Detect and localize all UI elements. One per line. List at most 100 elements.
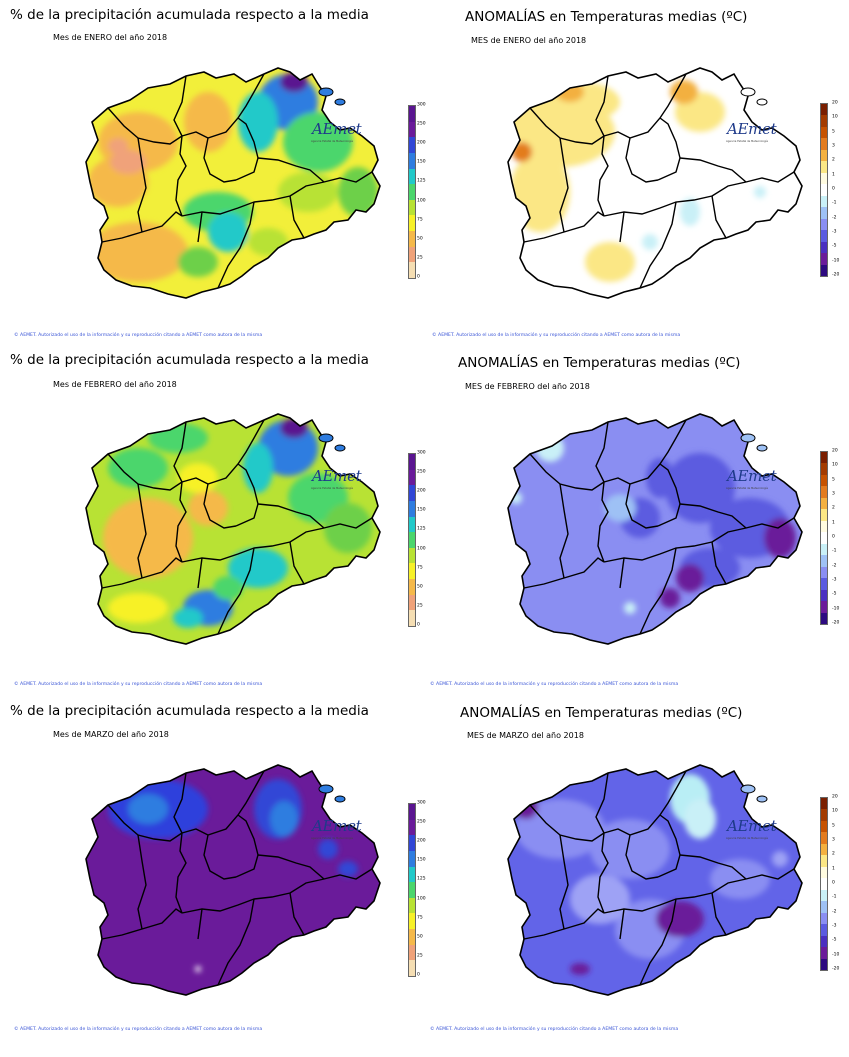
colorbar-tick-label: 50	[417, 236, 423, 242]
colorbar-segment	[821, 889, 827, 902]
map-color-patch	[108, 593, 168, 623]
colorbar-segment	[409, 960, 415, 977]
province-border	[197, 211, 203, 243]
map-svg	[507, 764, 803, 996]
colorbar-segment	[409, 547, 415, 564]
colorbar-segment	[821, 612, 827, 625]
colorbar-ticks: 300 250 200 150 125 100 75 50 25 0	[417, 103, 437, 280]
province-border	[203, 834, 237, 880]
panel-precip-marzo: % de la precipitación acumulada respecto…	[0, 700, 426, 1045]
province-border	[203, 483, 237, 529]
map-color-patch	[772, 851, 788, 867]
province-border	[101, 211, 183, 243]
colorbar-segment	[821, 474, 827, 487]
colorbar-tick-label: 0	[417, 622, 420, 628]
province-border	[603, 419, 687, 485]
colorbar-tick-label: -3	[832, 577, 837, 583]
province-border	[603, 770, 687, 836]
colorbar-tick-label: 150	[417, 857, 426, 863]
map-color-patch	[184, 92, 232, 152]
province-border	[235, 463, 259, 527]
panel-title: ANOMALÍAS en Temperaturas medias (ºC)	[465, 9, 748, 25]
map-color-patch	[338, 167, 378, 217]
map-color-patch	[110, 150, 146, 174]
colorbar-segment	[821, 947, 827, 959]
colorbar-tick-label: -1	[832, 894, 837, 900]
enclave-shape	[740, 433, 756, 443]
province-border	[619, 557, 625, 589]
panel-subtitle: Mes de ENERO del año 2018	[53, 33, 168, 42]
colorbar-tick-label: 150	[417, 159, 426, 165]
colorbar-tick-label: 50	[417, 934, 423, 940]
colorbar-tick-label: 0	[832, 186, 835, 192]
colorbar-tick-label: 25	[417, 603, 423, 609]
province-border	[619, 211, 625, 243]
map-color-patch	[556, 82, 584, 102]
colorbar-segment	[821, 555, 827, 567]
colorbar-tick-label: -1	[832, 200, 837, 206]
province-border	[625, 137, 659, 183]
province-border	[559, 483, 569, 579]
province-border	[639, 201, 677, 289]
panel-footer: © AEMET. Autorizado el uso de la informa…	[432, 333, 681, 338]
colorbar-segment	[409, 184, 415, 200]
province-border	[595, 772, 609, 834]
province-border	[235, 117, 259, 181]
province-border	[597, 135, 609, 217]
colorbar-segment	[821, 241, 827, 254]
enclave-shape	[740, 784, 756, 794]
colorbar-segment	[821, 935, 827, 948]
colorbar-tick-label: 20	[832, 448, 838, 454]
map-color-patch	[178, 247, 218, 277]
province-border	[137, 137, 147, 233]
province-border	[257, 854, 325, 880]
aemet-logo: AEmet Agencia Estatal de Meteorología	[722, 120, 782, 146]
map-color-patch	[278, 172, 338, 212]
colorbar-segment	[821, 161, 827, 173]
colorbar-segment	[409, 168, 415, 185]
map-color-patch	[764, 518, 796, 558]
province-border	[107, 453, 183, 491]
colorbar-tick-label: 300	[417, 800, 426, 806]
colorbar-tick-label: 0	[832, 880, 835, 886]
map-color-patch	[512, 142, 532, 162]
colorbar	[408, 105, 416, 279]
colorbar-tick-label: 100	[417, 198, 426, 204]
province-border	[657, 117, 681, 181]
map-color-patch	[585, 242, 635, 282]
colorbar-tick-label: -3	[832, 229, 837, 235]
province-border	[523, 557, 605, 589]
map-color-patch	[680, 198, 700, 226]
map-color-patch	[103, 498, 193, 578]
aemet-logo-text: AEmet	[312, 467, 362, 485]
map-fill	[86, 765, 380, 995]
aemet-logo-text: AEmet	[312, 817, 362, 835]
enclave-shape	[318, 433, 334, 443]
colorbar-segment	[409, 231, 415, 247]
aemet-logo-text: AEmet	[727, 467, 777, 485]
map-color-patch	[604, 494, 636, 522]
enclave-shape	[756, 98, 768, 106]
colorbar-segment	[409, 106, 415, 122]
map-color-patch	[590, 819, 670, 879]
colorbar-tick-label: 5	[832, 823, 835, 829]
colorbar-tick-label: 2	[832, 157, 835, 163]
colorbar-segment	[821, 855, 827, 867]
colorbar-tick-label: -20	[832, 272, 840, 278]
province-border	[625, 483, 659, 529]
panel-footer: © AEMET. Autorizado el uso de la informa…	[430, 682, 679, 687]
colorbar-tick-label: 20	[832, 100, 838, 106]
enclave-shape	[756, 795, 768, 803]
province-border	[173, 772, 187, 834]
aemet-logo-subtitle: Agencia Estatal de Meteorología	[311, 140, 353, 143]
region-outline	[507, 67, 803, 299]
province-border	[101, 908, 183, 940]
aemet-logo-subtitle: Agencia Estatal de Meteorología	[726, 487, 768, 490]
colorbar-tick-label: 10	[832, 808, 838, 814]
province-border	[711, 541, 727, 585]
colorbar-segment	[409, 246, 415, 263]
map-color-patch	[684, 799, 716, 839]
map-color-patch	[270, 801, 298, 837]
map-color-patch	[128, 794, 168, 824]
province-border	[197, 908, 203, 940]
